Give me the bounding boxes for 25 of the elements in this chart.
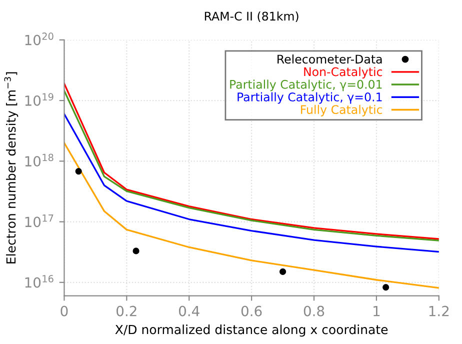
legend-label: Relecometer-Data [278,54,382,64]
x-tick-label: 0.4 [178,306,200,316]
y-tick-label: 10$^{19}$ [25,93,54,106]
legend-label: Non-Catalytic [304,67,382,78]
x-tick-label: 0.8 [304,306,324,316]
chart-title: RAM-C II (81km) [204,11,298,22]
legend-label: Partially Catalytic, γ=0.1 [238,92,382,104]
x-tick-label: 0.2 [116,306,136,316]
y-tick-label: 10$^{18}$ [25,154,54,167]
point [382,284,390,291]
legend-label: Fully Catalytic [301,104,382,116]
y-tick-label: 10$^{20}$ [25,32,54,46]
point [279,268,286,276]
x-tick-label: 1 [374,306,380,316]
y-axis-title: Electron number density [m$^{−3}$] [4,72,18,264]
x-tick-label: 0 [60,306,68,316]
point [75,168,82,175]
y-tick-label: 10$^{17}$ [25,214,54,228]
x-tick-label: 1.2 [429,306,449,316]
y-tick-label: 10$^{16}$ [25,275,54,288]
x-tick-label: 0.6 [241,306,262,316]
point [132,248,140,254]
x-axis-title: X/D normalized distance along x coordinate [115,324,388,337]
line-series [64,142,439,289]
legend-label: Partially Catalytic, γ=0.01 [230,80,382,92]
